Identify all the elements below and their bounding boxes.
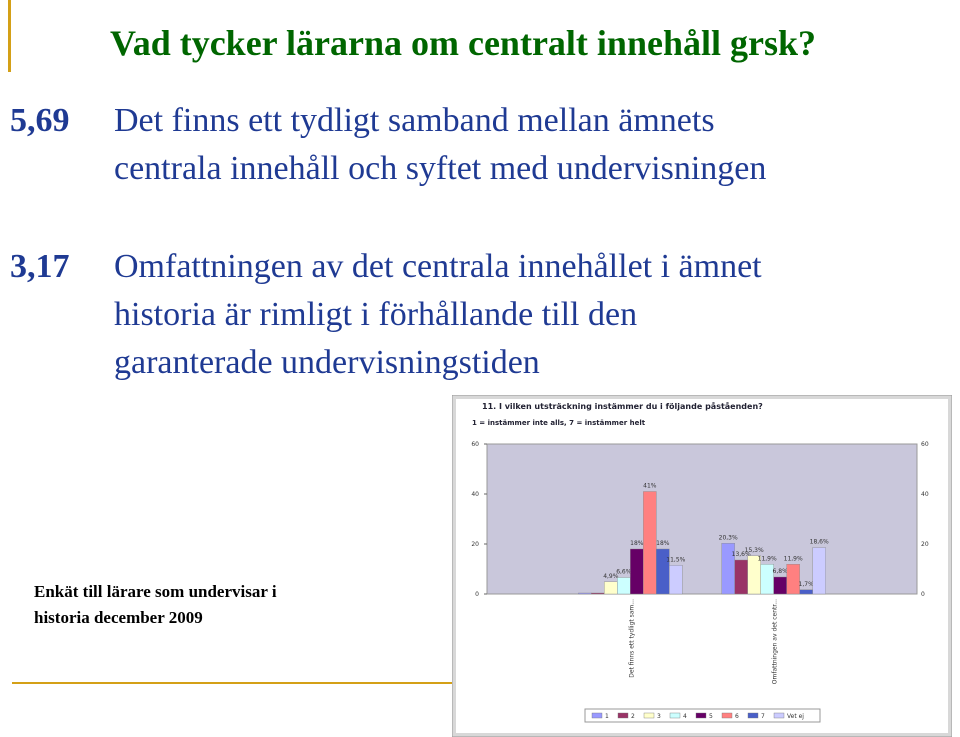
legend-swatch bbox=[669, 712, 681, 719]
legend-label: Vet ej bbox=[787, 713, 804, 720]
x-tick-label: Omfattningen av det centr... bbox=[772, 599, 779, 684]
score: 5,69 bbox=[10, 102, 70, 139]
y2-tick-label: 20 bbox=[921, 541, 929, 548]
y-tick-label: 40 bbox=[471, 491, 479, 498]
legend-label: 7 bbox=[761, 713, 765, 720]
footnote-line: Enkät till lärare som undervisar i bbox=[34, 582, 277, 601]
statement-line: Omfattningen av det centrala innehållet … bbox=[114, 248, 762, 285]
bar bbox=[786, 564, 800, 595]
y-tick-label: 60 bbox=[471, 441, 479, 448]
chart: 11. I vilken utsträckning instämmer du i… bbox=[452, 395, 952, 737]
value-label: 18% bbox=[656, 540, 670, 547]
bar bbox=[630, 548, 644, 595]
legend-swatch bbox=[721, 712, 733, 719]
legend-swatch bbox=[747, 712, 759, 719]
value-label: 41% bbox=[643, 483, 657, 490]
bar bbox=[734, 559, 748, 595]
legend-label: 5 bbox=[709, 713, 713, 720]
y-tick-label: 20 bbox=[471, 541, 479, 548]
value-label: 11,9% bbox=[784, 555, 803, 562]
value-label: 1,7% bbox=[799, 581, 815, 588]
value-label: 6,8% bbox=[773, 568, 789, 575]
value-label: 6,6% bbox=[616, 569, 632, 576]
statement-line: garanterade undervisningstiden bbox=[114, 344, 540, 381]
bar bbox=[773, 576, 787, 595]
value-label: 15,3% bbox=[745, 547, 764, 554]
value-label: 11,9% bbox=[758, 555, 777, 562]
statement-line: Det finns ett tydligt samband mellan ämn… bbox=[114, 102, 715, 139]
legend-label: 1 bbox=[605, 713, 609, 720]
value-label: 4,9% bbox=[603, 573, 619, 580]
x-tick-label: Det finns ett tydligt sam... bbox=[628, 599, 635, 678]
bar bbox=[578, 592, 592, 595]
statement-line: historia är rimligt i förhållande till d… bbox=[114, 296, 638, 333]
chart-subtitle: 1 = instämmer inte alls, 7 = instämmer h… bbox=[472, 419, 646, 427]
value-label: 13,6% bbox=[732, 551, 751, 558]
footnote-line: historia december 2009 bbox=[34, 608, 203, 627]
y2-tick-label: 60 bbox=[921, 441, 929, 448]
chart-title: 11. I vilken utsträckning instämmer du i… bbox=[482, 401, 763, 411]
plot-area bbox=[486, 443, 918, 595]
legend-swatch bbox=[773, 712, 785, 719]
bar bbox=[669, 565, 683, 595]
legend-swatch bbox=[643, 712, 655, 719]
y2-tick-label: 0 bbox=[921, 591, 925, 598]
legend-swatch bbox=[591, 712, 603, 719]
accent-line bbox=[8, 0, 11, 72]
value-label: 11,5% bbox=[666, 556, 685, 563]
y2-tick-label: 40 bbox=[921, 491, 929, 498]
legend-swatch bbox=[695, 712, 707, 719]
legend: 1 2 3 4 5 6 7 Vet ej bbox=[584, 708, 821, 723]
legend-label: 6 bbox=[735, 713, 739, 720]
slide-title: Vad tycker lärarna om centralt innehåll … bbox=[110, 23, 816, 63]
value-label: 18,6% bbox=[810, 539, 829, 546]
bar bbox=[643, 491, 657, 595]
legend-label: 2 bbox=[631, 713, 635, 720]
legend-label: 3 bbox=[657, 713, 661, 720]
statement-line: centrala innehåll och syftet med undervi… bbox=[114, 150, 767, 187]
bar bbox=[617, 577, 631, 595]
legend-label: 4 bbox=[683, 713, 687, 720]
bar bbox=[812, 547, 826, 595]
y-tick-label: 0 bbox=[475, 591, 479, 598]
bar bbox=[799, 589, 813, 595]
value-label: 20,3% bbox=[719, 534, 738, 541]
bar bbox=[604, 581, 618, 595]
score: 3,17 bbox=[10, 248, 70, 285]
bar bbox=[591, 592, 605, 595]
value-label: 18% bbox=[630, 540, 644, 547]
legend-swatch bbox=[617, 712, 629, 719]
